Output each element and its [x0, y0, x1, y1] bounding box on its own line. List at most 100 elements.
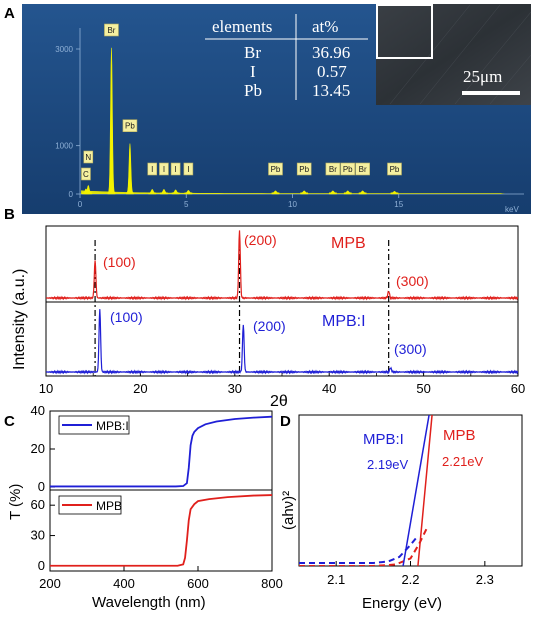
- legend-mpb: MPB: [58, 495, 122, 515]
- mpb-peak-label-200: (200): [244, 232, 277, 248]
- legend-mpb-i-label: MPB:I: [96, 419, 129, 433]
- eds-peak-tag-label: I: [187, 165, 189, 174]
- eds-x-tick-label: 5: [184, 200, 189, 209]
- element-table: elements at% Br 36.96 I 0.57 Pb 13.45: [205, 14, 368, 100]
- xrd-x-axis-label: 2θ: [270, 393, 288, 410]
- panel-d-tauc: 2.1 2.2 2.3 MPB:I 2.19eV MPB 2.21eV (ahν)²…: [280, 414, 523, 612]
- eds-continuum: [81, 190, 505, 194]
- eds-peak-br: [358, 190, 367, 195]
- tauc-series-label-mpb: MPB: [443, 427, 476, 444]
- tauc-frame: [298, 414, 523, 567]
- eds-peak-tag-label: I: [163, 165, 165, 174]
- mpb-series-label: MPB: [331, 235, 366, 252]
- eds-peak-br: [329, 190, 337, 195]
- mpbi-peak-label-300: (300): [394, 341, 427, 357]
- tauc-x-tick-label: 2.2: [401, 572, 419, 587]
- eds-peak-tag: [122, 119, 138, 132]
- tauc-annotation-mpb: 2.21eV: [442, 454, 484, 469]
- legend-mpb-label: MPB: [96, 499, 122, 513]
- eds-peak-tag: [268, 162, 283, 176]
- transmittance-y-tick-label: 60: [31, 497, 45, 512]
- eds-peak-tag-label: Pb: [125, 122, 135, 131]
- transmittance-x-tick-label: 800: [261, 576, 283, 591]
- eds-peak-tag-label: Pb: [343, 165, 353, 174]
- eds-peak-tag: [159, 162, 169, 176]
- panel-label-a: A: [4, 5, 15, 22]
- xrd-x-tick-label: 60: [511, 381, 525, 396]
- scale-bar: [462, 91, 520, 95]
- legend-mpb-i: MPB:I: [58, 415, 130, 435]
- table-value-pb: 13.45: [312, 81, 350, 100]
- eds-peak-tag-label: Pb: [271, 165, 281, 174]
- xrd-series-mpb: [46, 230, 518, 301]
- transmittance-frame: [49, 410, 273, 572]
- eds-peak-tag: [81, 167, 91, 181]
- transmittance-x-tick-label: 200: [39, 576, 61, 591]
- eds-x-tick-label: 10: [288, 200, 297, 209]
- sem-selection-box: [376, 4, 433, 59]
- xrd-y-axis-label: Intensity (a.u.): [11, 269, 28, 370]
- mpbi-peak-label-200: (200): [253, 318, 286, 334]
- xrd-frame: [45, 225, 519, 377]
- eds-peak-tag: [355, 162, 370, 176]
- transmittance-y-axis-label: T (%): [7, 484, 24, 520]
- eds-y-tick-label: 0: [69, 190, 74, 199]
- transmittance-y-tick-label: 20: [31, 441, 45, 456]
- table-element-br: Br: [244, 43, 261, 62]
- transmittance-series-mpb-i: [50, 415, 273, 488]
- tauc-x-tick-label: 2.1: [327, 572, 345, 587]
- xrd-x-tick-label: 10: [39, 381, 53, 396]
- tauc-y-axis-label: (ahν)²: [280, 491, 297, 530]
- mpbi-peak-label-100: (100): [110, 309, 143, 325]
- panel-label-b: B: [4, 206, 15, 223]
- mpb-peak-label-300: (300): [396, 273, 429, 289]
- table-element-pb: Pb: [244, 81, 262, 100]
- xrd-series-mpb-i: [46, 309, 518, 375]
- tauc-fit-mpb-i: [402, 415, 430, 566]
- tauc-data-mpb-i: [299, 535, 419, 564]
- xrd-x-tick-label: 30: [228, 381, 242, 396]
- eds-peak-tag-label: I: [151, 165, 153, 174]
- sem-image: [376, 4, 531, 105]
- transmittance-x-tick-label: 600: [187, 576, 209, 591]
- eds-peak-tag-label: N: [85, 153, 91, 162]
- eds-peak-tag: [387, 162, 402, 176]
- table-header-elements: elements: [212, 17, 272, 36]
- table-element-i: I: [250, 62, 256, 81]
- eds-peak-tag-label: I: [175, 165, 177, 174]
- eds-peak-tag: [183, 162, 194, 176]
- eds-peak-tag-label: Br: [359, 165, 367, 174]
- mpbi-series-label: MPB:I: [322, 313, 366, 330]
- eds-x-tick-label: 15: [394, 200, 403, 209]
- xrd-x-tick-label: 50: [416, 381, 430, 396]
- sem-inset: 25μm: [376, 4, 532, 105]
- table-value-br: 36.96: [312, 43, 350, 62]
- transmittance-x-axis-label: Wavelength (nm): [92, 594, 206, 611]
- tauc-series-label-mpb-i: MPB:I: [363, 431, 404, 448]
- eds-peak-tag: [83, 150, 94, 164]
- eds-y-tick-label: 3000: [55, 45, 73, 54]
- eds-peak-tag: [170, 162, 181, 176]
- transmittance-y-tick-label: 0: [38, 558, 45, 573]
- tauc-x-tick-label: 2.3: [476, 572, 494, 587]
- transmittance-series-mpb: [50, 494, 273, 567]
- eds-peak-tag-label: Br: [329, 165, 337, 174]
- xrd-x-tick-label: 20: [133, 381, 147, 396]
- transmittance-y-tick-label: 0: [38, 479, 45, 494]
- tauc-annotation-mpb-i: 2.19eV: [367, 457, 409, 472]
- eds-peak-tag: [325, 162, 341, 176]
- eds-peak-tag: [104, 23, 119, 37]
- eds-peak-pb: [300, 190, 309, 195]
- mpb-peak-label-100: (100): [103, 254, 136, 270]
- eds-y-tick-label: 1000: [55, 142, 73, 151]
- eds-peak-tag-label: Pb: [299, 165, 309, 174]
- eds-peak-tag: [296, 162, 312, 176]
- eds-x-tick-label: 0: [78, 200, 83, 209]
- table-header-at-percent: at%: [312, 17, 338, 36]
- panel-label-d: D: [280, 413, 291, 430]
- transmittance-y-tick-label: 30: [31, 528, 45, 543]
- eds-peak-tag: [340, 162, 356, 176]
- transmittance-y-tick-label: 40: [31, 403, 45, 418]
